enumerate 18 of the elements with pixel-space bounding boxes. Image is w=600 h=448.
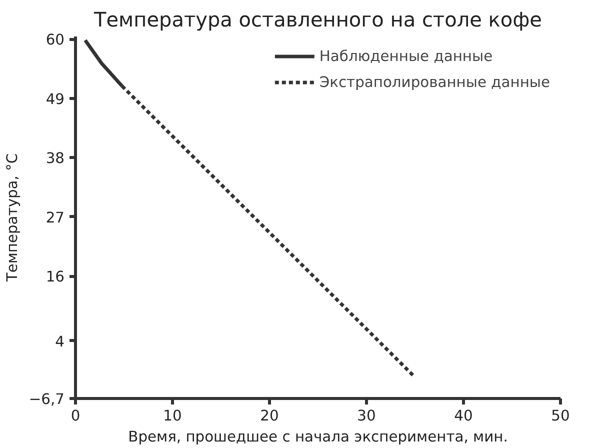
y-tick-label: 27 [46, 209, 65, 226]
y-tick-label: 60 [46, 32, 65, 49]
x-tick-label: 50 [551, 408, 570, 424]
x-tick-label: 10 [163, 408, 182, 424]
x-axis-title: Время, прошедшее с начала эксперимента, мин. [128, 428, 508, 446]
y-tick-label: 38 [46, 150, 65, 168]
y-tick-label: 4 [55, 333, 65, 350]
y-tick-label: −6,7 [28, 391, 65, 408]
y-axis-title: Температура, °C [4, 153, 21, 283]
x-tick-label: 30 [357, 408, 376, 424]
legend-label: Экстраполированные данные [319, 74, 550, 90]
y-tick-label: 16 [46, 268, 65, 286]
x-tick-label: 0 [70, 408, 80, 424]
y-tick-label: 49 [46, 90, 65, 108]
chart-title: Температура оставленного на столе кофе [93, 8, 542, 32]
x-tick-label: 40 [454, 408, 473, 424]
legend-label: Наблюденные данные [319, 48, 493, 64]
x-tick-label: 20 [260, 408, 279, 424]
